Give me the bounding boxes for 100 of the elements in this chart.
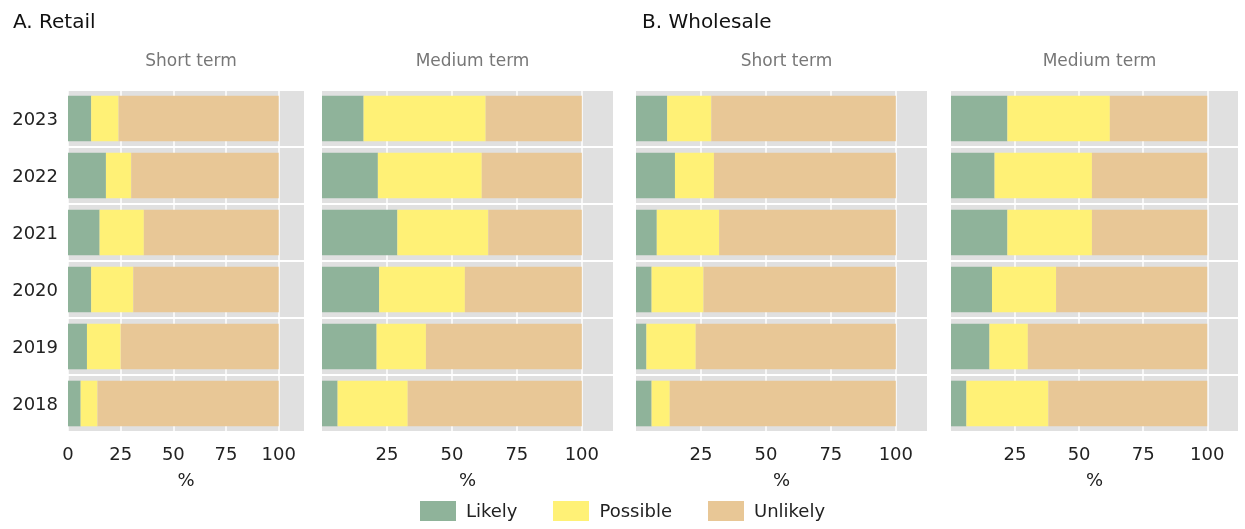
chart-title: A. Retail	[13, 9, 96, 33]
y-tick-label: 2021	[12, 222, 58, 243]
x-tick-label: 0	[62, 442, 74, 464]
bar	[68, 152, 106, 199]
bar	[397, 209, 489, 256]
y-tick-label: 2019	[12, 336, 58, 357]
x-tick-label: 75	[505, 442, 529, 464]
bar	[719, 209, 896, 256]
bar	[91, 95, 119, 142]
bar	[1091, 152, 1208, 199]
bar	[425, 323, 582, 370]
bar	[636, 95, 668, 142]
bar	[1109, 95, 1208, 142]
bar	[966, 380, 1049, 427]
bar	[636, 380, 652, 427]
bar	[711, 95, 896, 142]
x-tick-label: 50	[161, 442, 185, 464]
y-tick-label: 2023	[12, 108, 58, 129]
x-tick-label: 100	[261, 442, 296, 464]
bar	[1007, 209, 1092, 256]
bar	[1091, 209, 1208, 256]
x-axis-title: %	[772, 468, 791, 490]
bar	[646, 323, 696, 370]
bar	[636, 152, 675, 199]
chart-subtitle: Short term	[145, 49, 237, 70]
chart-subtitle: Short term	[740, 49, 833, 70]
bar	[91, 266, 134, 313]
bar	[322, 152, 378, 199]
bar	[651, 266, 704, 313]
bar	[68, 380, 81, 427]
bar	[636, 209, 657, 256]
bar	[363, 95, 486, 142]
x-tick-label: 25	[689, 442, 713, 464]
bar	[143, 209, 279, 256]
bar	[669, 380, 896, 427]
bar	[322, 266, 380, 313]
bar	[695, 323, 896, 370]
bar	[1007, 95, 1110, 142]
x-tick-label: 25	[375, 442, 399, 464]
bar	[120, 323, 279, 370]
bar	[99, 209, 144, 256]
x-tick-label: 100	[878, 442, 913, 464]
bar	[992, 266, 1057, 313]
bar	[481, 152, 582, 199]
legend-label: Likely	[465, 500, 518, 521]
bar	[68, 266, 92, 313]
bar	[133, 266, 279, 313]
y-tick-label: 2022	[12, 165, 58, 186]
bar	[80, 380, 98, 427]
legend-label: Unlikely	[753, 500, 826, 521]
y-tick-label: 2018	[12, 393, 58, 414]
bar	[989, 323, 1028, 370]
bar	[118, 95, 279, 142]
x-tick-label: 50	[1067, 442, 1091, 464]
bar	[951, 209, 1008, 256]
bar	[951, 95, 1008, 142]
bar	[674, 152, 714, 199]
x-tick-label: 25	[109, 442, 133, 464]
bar	[68, 209, 100, 256]
x-tick-label: 75	[819, 442, 843, 464]
bar	[994, 152, 1092, 199]
bar	[337, 380, 408, 427]
bar	[703, 266, 896, 313]
bar	[488, 209, 582, 256]
x-tick-label: 75	[214, 442, 238, 464]
x-tick-label: 75	[1131, 442, 1155, 464]
bar	[376, 323, 426, 370]
chart-title: B. Wholesale	[642, 9, 772, 33]
bar	[322, 95, 364, 142]
chart-subtitle: Medium term	[1042, 49, 1157, 70]
bar	[86, 323, 121, 370]
bar	[105, 152, 132, 199]
y-tick-label: 2020	[12, 279, 58, 300]
bar	[1048, 380, 1208, 427]
bar	[951, 266, 992, 313]
x-axis-title: %	[1085, 468, 1104, 490]
bar	[951, 323, 990, 370]
x-tick-label: 25	[1003, 442, 1027, 464]
bar	[68, 323, 87, 370]
bar	[713, 152, 896, 199]
bar	[68, 95, 92, 142]
bar	[1027, 323, 1208, 370]
legend-label: Possible	[599, 500, 672, 521]
x-tick-label: 50	[440, 442, 464, 464]
bar	[379, 266, 465, 313]
bar	[377, 152, 482, 199]
bar	[656, 209, 720, 256]
x-tick-label: 100	[1190, 442, 1225, 464]
bar	[464, 266, 582, 313]
bar	[131, 152, 279, 199]
x-axis-title: %	[177, 468, 195, 490]
bar	[667, 95, 712, 142]
bar	[485, 95, 582, 142]
bar	[636, 266, 652, 313]
chart-subtitle: Medium term	[415, 49, 530, 70]
bar	[651, 380, 670, 427]
bar	[322, 380, 338, 427]
x-tick-label: 100	[564, 442, 599, 464]
bar	[322, 323, 377, 370]
bar	[322, 209, 398, 256]
